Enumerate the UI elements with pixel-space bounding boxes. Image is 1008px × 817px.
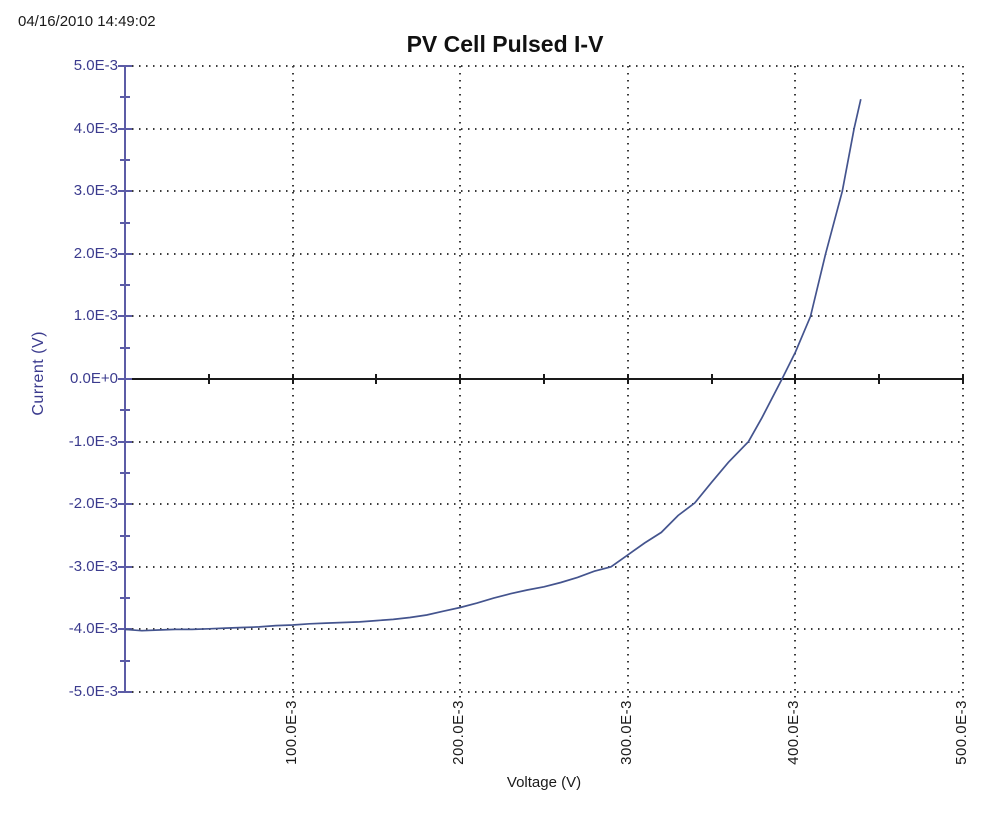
h-gridline bbox=[125, 65, 963, 67]
x-axis-title: Voltage (V) bbox=[506, 774, 582, 791]
zero-axis-tick bbox=[878, 374, 881, 384]
zero-axis-tick bbox=[291, 374, 294, 384]
y-axis-major-tick bbox=[118, 628, 132, 631]
y-axis-major-tick bbox=[118, 190, 132, 193]
x-tick-label: 400.0E-3 bbox=[785, 700, 803, 765]
y-tick-label: -5.0E-3 bbox=[68, 683, 118, 700]
y-axis-major-tick bbox=[118, 691, 132, 693]
chart-title: PV Cell Pulsed I-V bbox=[406, 31, 604, 57]
y-axis-major-tick bbox=[118, 65, 132, 67]
x-tick-label: 200.0E-3 bbox=[450, 700, 468, 765]
y-axis-minor-tick bbox=[120, 409, 130, 412]
h-gridline bbox=[125, 252, 963, 255]
y-axis-minor-tick bbox=[120, 221, 130, 224]
y-tick-label: 4.0E-3 bbox=[73, 119, 118, 137]
zero-axis-tick bbox=[375, 374, 378, 384]
x-tick-label: 500.0E-3 bbox=[953, 700, 970, 765]
plot-area bbox=[118, 65, 964, 700]
y-axis-major-tick bbox=[118, 503, 132, 506]
y-axis-major-tick bbox=[118, 252, 132, 255]
x-tick-label: 100.0E-3 bbox=[282, 700, 300, 765]
h-gridline bbox=[125, 190, 963, 193]
y-tick-label: 5.0E-3 bbox=[73, 57, 118, 74]
y-axis-major-tick bbox=[118, 127, 132, 130]
y-axis-minor-tick bbox=[120, 158, 130, 161]
y-tick-label: -1.0E-3 bbox=[68, 432, 118, 450]
h-gridline bbox=[125, 628, 963, 631]
zero-axis-tick bbox=[459, 374, 462, 384]
y-axis-major-tick bbox=[118, 378, 132, 380]
h-gridline bbox=[125, 127, 963, 130]
y-axis-major-tick bbox=[118, 565, 132, 568]
zero-axis-tick bbox=[710, 374, 713, 384]
y-tick-label: 3.0E-3 bbox=[73, 182, 118, 200]
h-gridline bbox=[125, 691, 963, 693]
y-axis-minor-tick bbox=[120, 284, 130, 287]
y-tick-label: -3.0E-3 bbox=[68, 557, 118, 575]
y-tick-label: -4.0E-3 bbox=[68, 620, 118, 638]
y-axis-minor-tick bbox=[120, 96, 130, 99]
x-tick-label: 300.0E-3 bbox=[617, 700, 635, 765]
iv-curve-path bbox=[124, 99, 862, 632]
y-axis-major-tick bbox=[118, 440, 132, 443]
zero-axis-tick bbox=[543, 374, 545, 384]
h-gridline bbox=[125, 315, 963, 318]
y-tick-label: 0.0E+0 bbox=[70, 370, 118, 387]
y-axis-minor-tick bbox=[120, 534, 130, 537]
y-axis-major-tick bbox=[118, 315, 132, 318]
y-tick-label: 1.0E-3 bbox=[73, 307, 118, 325]
y-axis-minor-tick bbox=[120, 659, 130, 662]
zero-axis-tick bbox=[962, 374, 964, 384]
zero-axis-tick bbox=[794, 374, 797, 384]
h-gridline bbox=[125, 440, 963, 443]
y-tick-label: -2.0E-3 bbox=[68, 495, 118, 513]
h-gridline bbox=[125, 503, 963, 506]
iv-curve bbox=[124, 99, 862, 632]
y-axis-minor-tick bbox=[120, 471, 130, 474]
y-axis-minor-tick bbox=[120, 597, 130, 600]
y-tick-label: 2.0E-3 bbox=[73, 244, 118, 262]
zero-axis-tick bbox=[207, 374, 210, 384]
h-gridline bbox=[125, 565, 963, 568]
zero-axis-tick bbox=[626, 374, 629, 384]
y-axis-minor-tick bbox=[120, 346, 130, 349]
timestamp-text: 04/16/2010 14:49:02 bbox=[18, 13, 156, 30]
